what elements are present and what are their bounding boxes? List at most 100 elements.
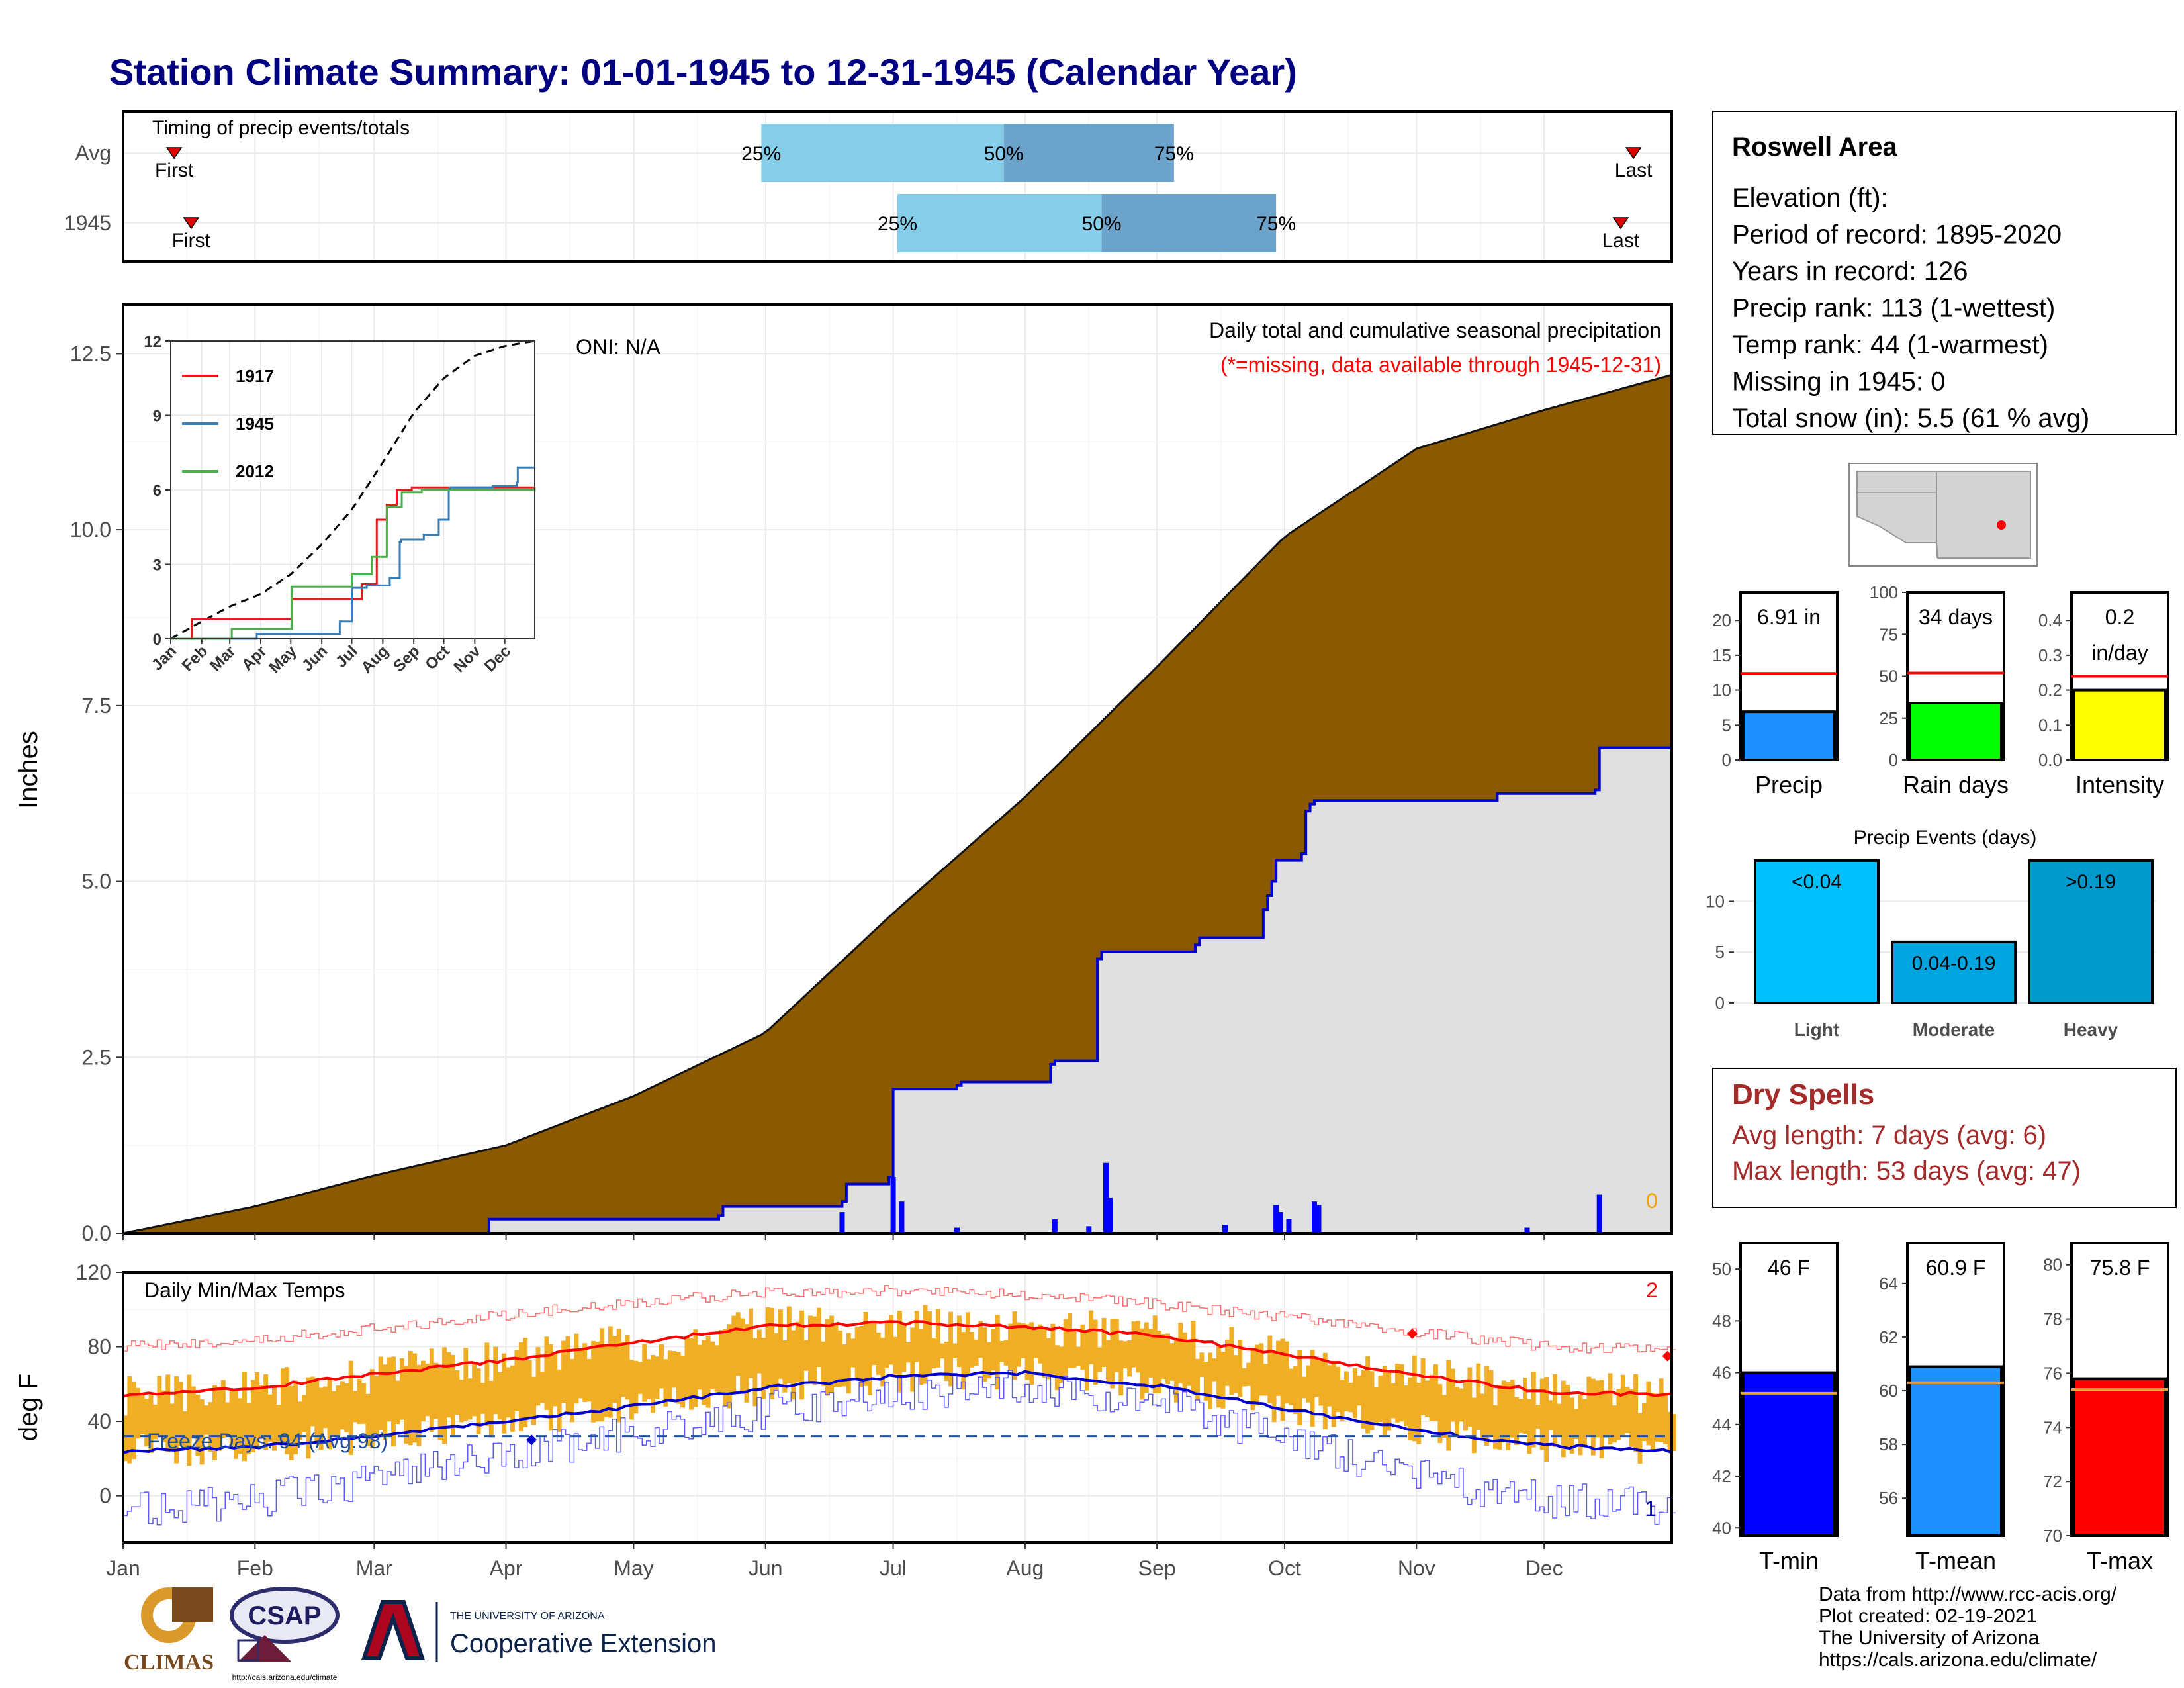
daily-temp-bar: [1637, 1413, 1643, 1464]
daily-temp-bar: [1514, 1397, 1520, 1445]
daily-temp-bar: [332, 1391, 336, 1436]
logos: CLIMAS CSAP http://cals.arizona.edu/clim…: [124, 1587, 716, 1682]
daily-temp-bar: [1399, 1364, 1404, 1421]
daily-temp-bar: [318, 1387, 324, 1450]
daily-temp-bar: [965, 1312, 970, 1376]
temp-panel: 0 40 80 120 Daily Min/Max Temps Freeze Days…: [14, 1260, 1676, 1580]
ua-logo: THE UNIVERSITY OF ARIZONA Cooperative Ex…: [361, 1600, 716, 1662]
stat-bar: [1742, 1371, 1836, 1537]
inset-legend-label: 2012: [236, 461, 274, 481]
daily-temp-bar: [1054, 1345, 1060, 1391]
daily-temp-bar: [289, 1385, 294, 1460]
inset-y-tick-label: 9: [153, 408, 161, 426]
daily-temp-bar: [302, 1395, 306, 1432]
missing-note: (*=missing, data available through 1945-…: [1220, 353, 1661, 377]
daily-temp-bar: [646, 1359, 651, 1400]
daily-temp-bar: [1071, 1331, 1077, 1368]
precip-y-tick-label: 0.0: [82, 1221, 111, 1245]
daily-temp-bar: [144, 1398, 150, 1447]
daily-temp-bar: [876, 1332, 881, 1375]
daily-temp-bar: [212, 1385, 217, 1460]
events-tick-label: 5: [1715, 942, 1725, 962]
daily-temp-bar: [153, 1404, 158, 1440]
daily-temp-bar: [1220, 1352, 1226, 1409]
events-bar-label: >0.19: [2066, 871, 2116, 893]
dry-spells-max: Max length: 53 days (avg: 47): [1732, 1156, 2081, 1186]
daily-temp-bar: [1646, 1381, 1651, 1446]
daily-temp-bar: [1152, 1315, 1158, 1393]
daily-temp-bar: [663, 1359, 668, 1407]
stat-tick-label: 62: [1879, 1327, 1898, 1347]
daily-temp-bar: [1629, 1389, 1634, 1447]
info-line: Precip rank: 113 (1-wettest): [1732, 294, 2055, 323]
daily-temp-bar: [1178, 1323, 1183, 1383]
daily-temp-bar: [667, 1350, 672, 1400]
daily-temp-bar: [927, 1311, 932, 1375]
daily-temp-bar: [1259, 1343, 1264, 1396]
station-info-box: Roswell Area Elevation (ft): Period of re…: [1712, 111, 2177, 435]
daily-temp-bar: [612, 1336, 617, 1403]
normal-max-line: [122, 1320, 1672, 1398]
daily-temp-bar: [1276, 1340, 1281, 1396]
stat-tick-label: 78: [2043, 1309, 2062, 1329]
daily-temp-bar: [1441, 1395, 1447, 1438]
timing-last-marker: [1612, 217, 1629, 230]
precip-header: Daily total and cumulative seasonal prec…: [1209, 318, 1661, 342]
stat-tick-label: 50: [1879, 667, 1898, 686]
daily-temp-bar: [1569, 1397, 1574, 1454]
timing-q75-label: 75%: [1154, 143, 1194, 165]
inset-legend-label: 1945: [236, 414, 274, 434]
daily-temp-bar: [1050, 1323, 1056, 1375]
record-marker: [526, 1434, 537, 1446]
daily-temp-bar: [752, 1338, 758, 1407]
climas-wordmark: CLIMAS: [124, 1650, 214, 1675]
daily-temp-bar: [1518, 1399, 1524, 1433]
daily-temp-bar: [204, 1405, 209, 1435]
events-bar-light: [1754, 859, 1880, 1004]
daily-temp-bar: [1233, 1355, 1238, 1393]
daily-temp-bar: [625, 1335, 630, 1400]
daily-temp-bar: [531, 1376, 537, 1425]
timing-q50-label: 50%: [984, 143, 1024, 165]
daily-temp-bar: [710, 1341, 715, 1390]
daily-temp-bar: [846, 1333, 851, 1394]
daily-temp-bar: [1148, 1328, 1154, 1378]
daily-temp-bar: [361, 1383, 366, 1424]
daily-temp-bar: [404, 1366, 409, 1444]
daily-temp-bar: [387, 1357, 392, 1421]
daily-temp-bar: [1595, 1380, 1600, 1438]
daily-temp-bar: [1042, 1328, 1047, 1378]
daily-temp-bar: [353, 1391, 358, 1423]
daily-temp-bar: [1063, 1319, 1068, 1380]
daily-temp-bar: [731, 1315, 737, 1395]
daily-temp-bar: [1255, 1344, 1259, 1406]
ua-top-text: THE UNIVERSITY OF ARIZONA: [450, 1611, 605, 1622]
daily-temp-bar: [272, 1385, 277, 1451]
temp-y-tick-label: 40: [87, 1409, 111, 1433]
dry-spells-avg: Avg length: 7 days (avg: 6): [1732, 1121, 2046, 1150]
stat-tick-label: 44: [1712, 1415, 1731, 1434]
daily-temp-bar: [1348, 1382, 1353, 1413]
daily-temp-bar: [1531, 1371, 1536, 1448]
daily-temp-bar: [786, 1306, 792, 1383]
timing-first-marker: [183, 217, 200, 230]
stat-tick-label: 46: [1712, 1363, 1731, 1383]
timing-last-label: Last: [1615, 160, 1653, 181]
daily-temp-bar: [600, 1328, 604, 1422]
stat-bar: [1909, 1365, 2003, 1538]
daily-temp-bar: [1263, 1364, 1268, 1396]
daily-temp-bar: [157, 1376, 162, 1438]
daily-temp-bar: [1024, 1324, 1030, 1380]
month-tick-label: Sep: [1138, 1556, 1176, 1580]
daily-temp-bar: [595, 1342, 600, 1422]
daily-temp-bar: [1225, 1339, 1230, 1386]
daily-temp-bar: [502, 1353, 507, 1434]
daily-temp-bar: [246, 1403, 251, 1454]
daily-temp-bar: [216, 1386, 222, 1452]
missing-count: 0: [1646, 1189, 1658, 1213]
csap-logo: CSAP http://cals.arizona.edu/climate: [230, 1587, 340, 1682]
daily-temp-bar: [859, 1326, 864, 1387]
daily-temp-bar: [795, 1321, 800, 1383]
daily-temp-bar: [604, 1344, 609, 1417]
daily-temp-bar: [799, 1310, 805, 1400]
